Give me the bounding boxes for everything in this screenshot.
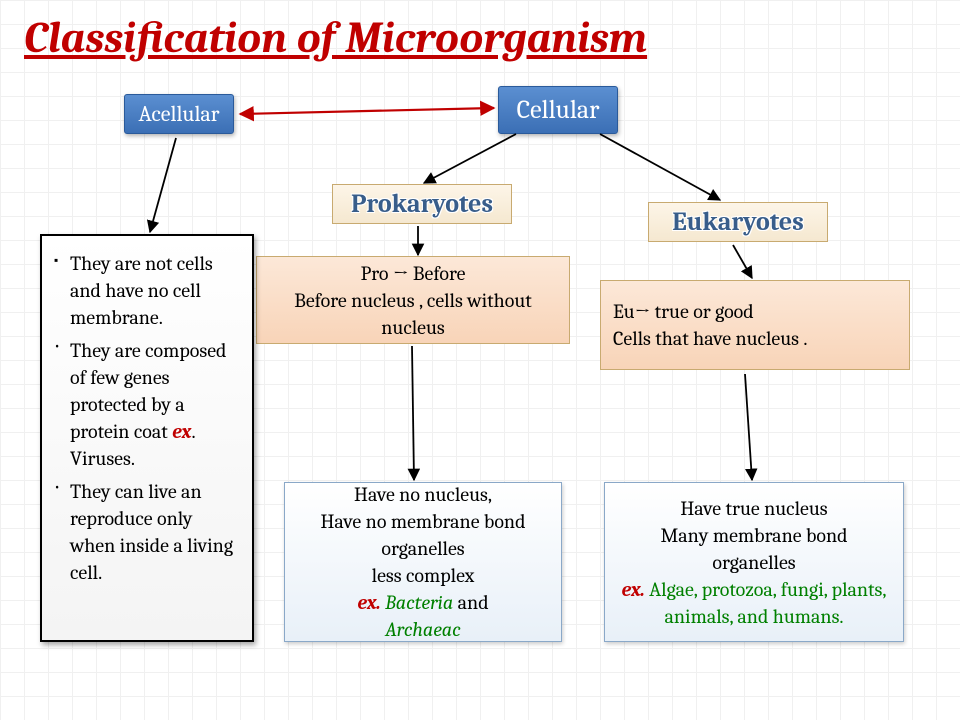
acellular-b2-text: They are composed of few genes protected… [70, 339, 226, 443]
node-pro-detail: Have no nucleus, Have no membrane bond o… [284, 482, 562, 642]
eu-detail-l1: Have true nucleus [680, 497, 827, 520]
node-prokaryotes-label: Prokaryotes [351, 189, 493, 219]
pro-detail-l1: Have no nucleus, [354, 483, 492, 506]
acellular-b3-text: They can live an reproduce only when ins… [70, 480, 233, 584]
page-title: Classification of Microorganism [24, 12, 647, 63]
node-prokaryotes: Prokaryotes [332, 184, 512, 224]
eu-def-line2: Cells that have nucleus . [613, 327, 807, 350]
node-acellular-label: Acellular [139, 101, 220, 127]
node-eukaryotes: Eukaryotes [648, 202, 828, 242]
pro-detail-and: and [453, 591, 488, 614]
node-cellular-label: Cellular [517, 95, 600, 125]
pro-detail-ex-label: ex. [357, 591, 380, 614]
eu-detail-ex-label: ex. [621, 578, 644, 601]
eu-detail-ex-text: Algae, protozoa, fungi, plants, animals,… [645, 578, 887, 628]
node-cellular: Cellular [498, 86, 618, 134]
pro-detail-ex2: Archaeac [385, 618, 461, 641]
node-acellular-detail: They are not cells and have no cell memb… [40, 234, 254, 642]
acellular-bullet-1: They are not cells and have no cell memb… [70, 250, 240, 331]
pro-detail-l3: less complex [372, 564, 475, 587]
node-pro-definition: Pro → Before Before nucleus , cells with… [256, 256, 570, 344]
pro-detail-l2: Have no membrane bond organelles [321, 510, 526, 560]
acellular-b1-text: They are not cells and have no cell memb… [70, 252, 213, 329]
acellular-bullet-2: They are composed of few genes protected… [70, 337, 240, 472]
node-acellular: Acellular [124, 94, 234, 134]
acellular-b2-ex-label: ex [168, 420, 192, 443]
node-eukaryotes-label: Eukaryotes [672, 207, 804, 237]
node-eu-definition: Eu→ true or good Cells that have nucleus… [600, 280, 910, 370]
eu-def-line1: Eu→ true or good [613, 300, 754, 323]
pro-detail-ex1: Bacteria [381, 591, 454, 614]
pro-def-line2: Before nucleus , cells without nucleus [294, 289, 532, 339]
node-eu-detail: Have true nucleus Many membrane bond org… [604, 482, 904, 642]
acellular-bullet-3: They can live an reproduce only when ins… [70, 478, 240, 586]
eu-detail-l2: Many membrane bond organelles [660, 524, 847, 574]
pro-def-line1: Pro → Before [361, 262, 466, 285]
